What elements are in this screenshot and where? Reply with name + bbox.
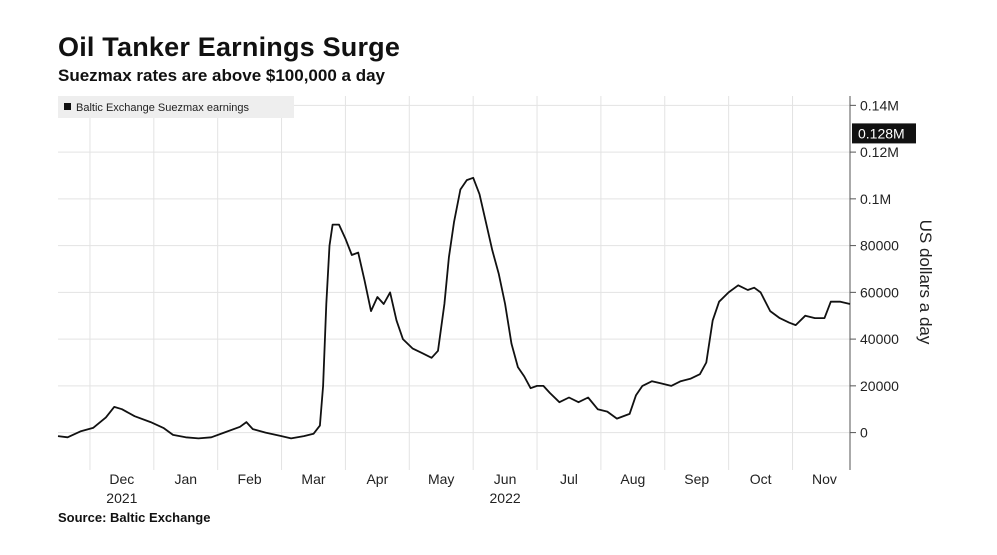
x-tick-label: Jul (560, 471, 578, 487)
x-tick-label: Jun (494, 471, 517, 487)
y-tick-label: 80000 (860, 238, 899, 254)
x-tick-label: Dec (109, 471, 134, 487)
y-tick-label: 0.14M (860, 97, 899, 113)
y-tick-label: 0.12M (860, 144, 899, 160)
source-note: Source: Baltic Exchange (58, 510, 211, 525)
x-year-label: 2021 (106, 490, 137, 506)
x-tick-label: Feb (238, 471, 262, 487)
x-tick-label: Jan (174, 471, 197, 487)
x-tick-label: Mar (301, 471, 325, 487)
x-tick-label: Sep (684, 471, 709, 487)
last-value-label: 0.128M (858, 125, 905, 141)
chart-subtitle: Suezmax rates are above $100,000 a day (58, 66, 385, 85)
gridlines (58, 96, 850, 470)
y-tick-label: 0.1M (860, 191, 891, 207)
legend-label: Baltic Exchange Suezmax earnings (76, 102, 250, 114)
y-axis-label: US dollars a day (916, 220, 935, 345)
series-line (57, 176, 851, 440)
chart-title: Oil Tanker Earnings Surge (58, 32, 401, 62)
y-tick-label: 40000 (860, 331, 899, 347)
last-value-box (852, 123, 916, 144)
legend: Baltic Exchange Suezmax earnings (58, 96, 294, 118)
y-tick-label: 0 (860, 425, 868, 441)
x-tick-label: Aug (620, 471, 645, 487)
y-axis: 0 20000 40000 60000 80000 0.1M 0.12M 0.14M (849, 96, 899, 470)
y-tick-label: 20000 (860, 378, 899, 394)
x-axis: Dec Jan Feb Mar Apr May Jun Jul Aug Sep Oct Nov 2021… (106, 471, 837, 506)
last-value-marker: 0.128M (852, 123, 916, 144)
y-tick-label: 60000 (860, 284, 899, 300)
legend-background (58, 96, 294, 118)
x-tick-label: Oct (750, 471, 772, 487)
x-tick-label: May (428, 471, 454, 487)
x-year-label: 2022 (490, 490, 521, 506)
x-tick-label: Nov (812, 471, 837, 487)
legend-swatch (64, 103, 71, 110)
x-tick-label: Apr (366, 471, 388, 487)
series-layer (57, 176, 851, 440)
